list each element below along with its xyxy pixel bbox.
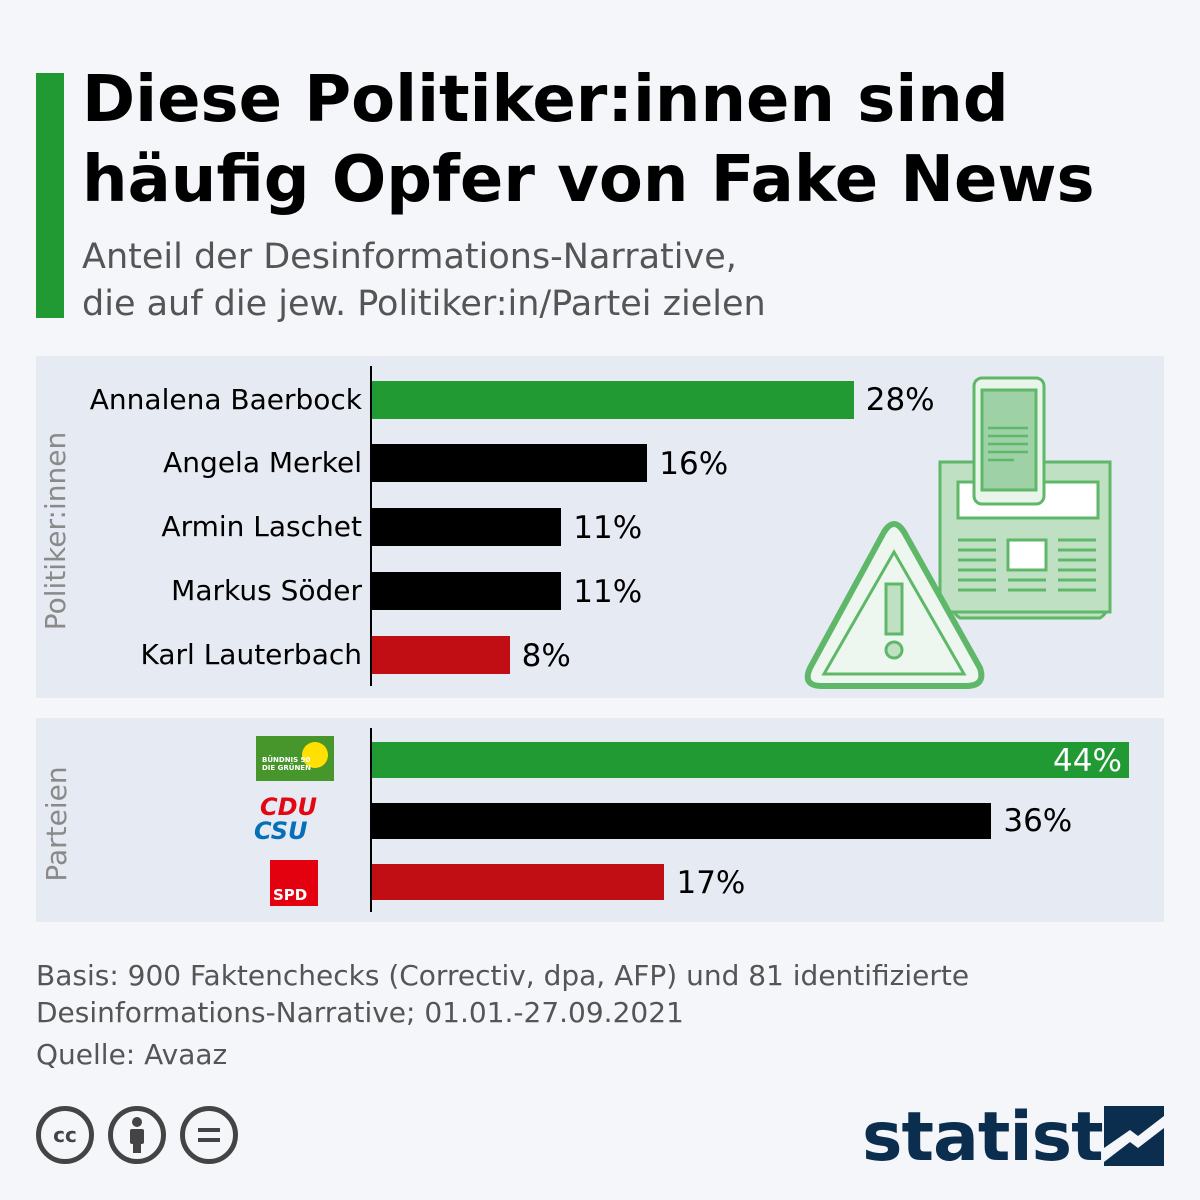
cc-icon[interactable]: cc <box>36 1106 94 1164</box>
category-label: Karl Lauterbach <box>140 638 362 671</box>
bar <box>372 742 1129 778</box>
value-label: 11% <box>573 510 643 546</box>
bar <box>372 508 562 546</box>
source-note: Basis: 900 Faktenchecks (Correctiv, dpa,… <box>36 957 1156 1031</box>
category-label: Angela Merkel <box>163 446 362 479</box>
source-line-1: Basis: 900 Faktenchecks (Correctiv, dpa,… <box>36 959 970 992</box>
chart-subtitle: Anteil der Desinformations-Narrative, di… <box>82 234 1082 328</box>
category-label: Annalena Baerbock <box>89 383 362 416</box>
subtitle-line-2: die auf die jew. Politiker:in/Partei zie… <box>82 284 766 324</box>
source-credit[interactable]: Quelle: Avaaz <box>36 1038 228 1071</box>
value-label: 11% <box>573 574 643 610</box>
source-line-2: Desinformations-Narrative; 01.01.-27.09.… <box>36 996 684 1029</box>
spd-logo: SPD <box>270 860 318 906</box>
category-label: Markus Söder <box>171 574 362 607</box>
statista-logo-icon[interactable] <box>1104 1106 1164 1166</box>
bar <box>372 803 992 839</box>
no-derivatives-icon[interactable] <box>180 1106 238 1164</box>
svg-text:cc: cc <box>53 1123 77 1147</box>
title-accent-bar <box>36 73 64 318</box>
y-axis-parties <box>370 728 372 912</box>
category-label: Armin Laschet <box>161 510 362 543</box>
bar <box>372 636 510 674</box>
value-label: 8% <box>521 638 571 674</box>
bar <box>372 572 562 610</box>
chart-title: Diese Politiker:innen sind häufig Opfer … <box>82 60 1182 220</box>
cdu-logo-text: CDU <box>260 793 318 821</box>
value-label: 17% <box>676 865 746 901</box>
sunflower-icon <box>302 742 328 768</box>
spd-logo-text: SPD <box>273 886 308 904</box>
cdu-csu-logo: CDU CSU <box>252 794 336 846</box>
title-line-2: häufig Opfer von Fake News <box>82 143 1095 217</box>
statista-logo-text[interactable]: statista <box>862 1098 1149 1177</box>
bar <box>372 864 665 900</box>
group-label-parties: Parteien <box>40 766 73 882</box>
smartphone-icon <box>972 376 1046 506</box>
bar <box>372 444 648 482</box>
value-label: 36% <box>1003 803 1073 839</box>
value-label: 44% <box>1053 743 1122 779</box>
warning-triangle-icon <box>804 521 985 689</box>
gruene-logo: BÜNDNIS 90 DIE GRÜNEN <box>256 736 334 781</box>
group-label-politicians: Politiker:innen <box>39 431 72 631</box>
bar <box>372 381 854 419</box>
fake-news-illustration <box>804 376 1112 689</box>
subtitle-line-1: Anteil der Desinformations-Narrative, <box>82 237 737 277</box>
csu-logo-text: CSU <box>254 817 308 845</box>
value-label: 16% <box>659 446 729 482</box>
attribution-icon[interactable] <box>108 1106 166 1164</box>
value-label: 28% <box>865 382 935 418</box>
y-axis-politicians <box>370 366 372 686</box>
gruene-logo-text: BÜNDNIS 90 DIE GRÜNEN <box>262 756 311 772</box>
title-line-1: Diese Politiker:innen sind <box>82 63 1009 137</box>
